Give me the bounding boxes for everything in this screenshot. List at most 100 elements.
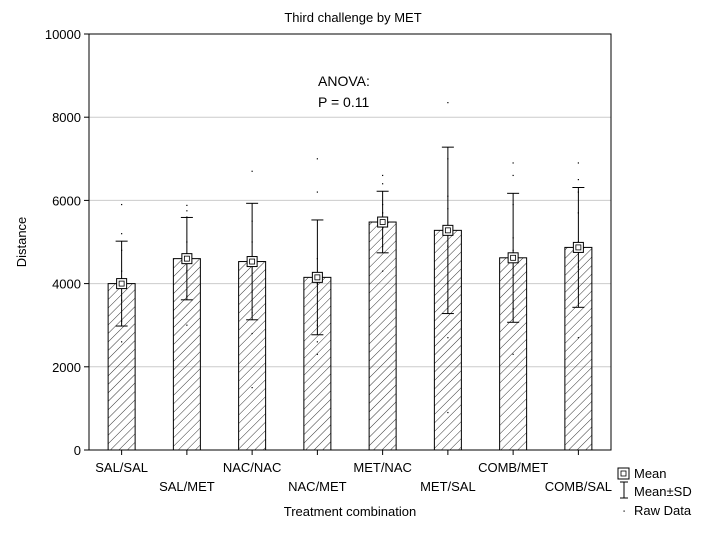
bar — [564, 246, 593, 451]
x-tick-label: SAL/SAL — [95, 460, 148, 475]
raw-data-point — [121, 249, 123, 251]
raw-data-point — [316, 283, 318, 285]
raw-data-point — [251, 170, 253, 172]
raw-data-point — [382, 237, 384, 239]
raw-data-point — [382, 203, 384, 206]
raw-data-point — [121, 233, 123, 235]
mean-marker — [246, 256, 258, 268]
raw-data-point — [577, 337, 579, 339]
raw-data-point — [512, 307, 514, 310]
raw-data-point — [382, 212, 384, 214]
chart-title: Third challenge by MET — [284, 10, 421, 25]
raw-data-point — [512, 274, 514, 276]
raw-data-point — [186, 210, 188, 212]
anova-p-value: P = 0.11 — [318, 94, 369, 110]
mean-marker — [442, 224, 454, 236]
x-tick-label: MET/SAL — [420, 479, 476, 494]
raw-data-point — [316, 324, 318, 326]
y-tick-label: 4000 — [52, 277, 81, 292]
mean-marker — [507, 252, 519, 264]
y-axis-title: Distance — [14, 217, 29, 268]
raw-data-point — [447, 283, 449, 285]
raw-data-point — [251, 387, 253, 389]
raw-data-point — [577, 179, 579, 181]
raw-data-point — [512, 162, 514, 164]
mean-marker — [116, 278, 128, 290]
raw-data-point — [447, 102, 449, 104]
raw-data-point — [316, 158, 318, 160]
mean-marker — [181, 253, 193, 265]
raw-data-point — [447, 245, 449, 247]
legend-raw-data: Raw Data — [634, 503, 692, 518]
raw-data-point — [186, 295, 188, 297]
raw-data-point — [512, 237, 514, 239]
mean-marker-inner — [510, 254, 517, 261]
raw-data-point — [447, 208, 449, 210]
y-tick-label: 6000 — [52, 193, 81, 208]
x-tick-label: COMB/SAL — [545, 479, 612, 494]
raw-data-point — [577, 191, 579, 193]
raw-data-point — [447, 337, 449, 339]
plot-frame — [88, 33, 612, 451]
y-tick-label: 0 — [74, 443, 81, 458]
raw-data-point — [121, 299, 123, 301]
mean-marker-inner — [575, 244, 582, 251]
raw-data-point — [251, 220, 253, 222]
raw-data-point — [512, 249, 514, 251]
raw-data-point — [316, 258, 318, 260]
mean-marker-inner — [314, 274, 321, 281]
raw-data-point — [251, 332, 253, 335]
raw-data-point — [186, 216, 188, 218]
legend-mean-sd: Mean±SD — [634, 484, 692, 499]
raw-data-point — [382, 245, 384, 247]
raw-data-point — [512, 174, 514, 177]
mean-marker-inner — [118, 280, 125, 287]
raw-data-point — [186, 324, 188, 326]
mean-marker — [311, 271, 323, 283]
x-tick-label: NAC/MET — [288, 479, 347, 494]
x-tick-label: NAC/NAC — [223, 460, 282, 475]
x-axis-title: Treatment combination — [284, 504, 416, 519]
raw-data-point — [577, 287, 579, 289]
raw-data-point — [251, 312, 253, 314]
raw-data-point — [577, 162, 579, 164]
mean-marker-inner — [249, 258, 256, 265]
raw-data-point — [577, 212, 579, 214]
raw-data-point — [251, 241, 253, 243]
mean-marker — [377, 216, 389, 228]
bar — [368, 221, 397, 451]
raw-data-point — [382, 174, 384, 177]
legend-sd-icon — [620, 481, 628, 499]
gridlines — [89, 116, 611, 368]
x-tick-label: SAL/MET — [159, 479, 215, 494]
raw-data-point — [251, 291, 253, 293]
raw-data-point — [512, 353, 514, 355]
mean-marker — [572, 241, 584, 253]
legend-raw-icon — [623, 510, 625, 512]
raw-data-point — [316, 341, 318, 343]
mean-marker-inner — [379, 219, 386, 225]
raw-data-point — [382, 270, 384, 272]
x-tick-label: COMB/MET — [478, 460, 548, 475]
raw-data-point — [186, 241, 188, 243]
raw-data-point — [316, 191, 318, 193]
legend: Mean Mean±SD Raw Data — [617, 466, 692, 518]
bars — [107, 102, 593, 451]
raw-data-point — [316, 353, 318, 355]
raw-data-point — [512, 203, 514, 206]
raw-data-point — [577, 266, 579, 268]
legend-mean-icon — [617, 467, 630, 480]
raw-data-point — [447, 411, 449, 414]
raw-data-point — [186, 204, 188, 206]
raw-data-point — [121, 320, 123, 322]
x-tick-label: MET/NAC — [353, 460, 412, 475]
x-axis: SAL/SAL SAL/MET NAC/NAC NAC/MET MET/NAC MET/S… — [95, 450, 612, 494]
y-tick-label: 2000 — [52, 360, 81, 375]
y-tick-label: 8000 — [52, 110, 81, 125]
mean-marker-inner — [444, 227, 451, 234]
raw-data-point — [382, 183, 384, 185]
raw-data-point — [121, 270, 123, 272]
raw-data-point — [121, 203, 123, 206]
mean-marker-inner — [183, 255, 190, 262]
